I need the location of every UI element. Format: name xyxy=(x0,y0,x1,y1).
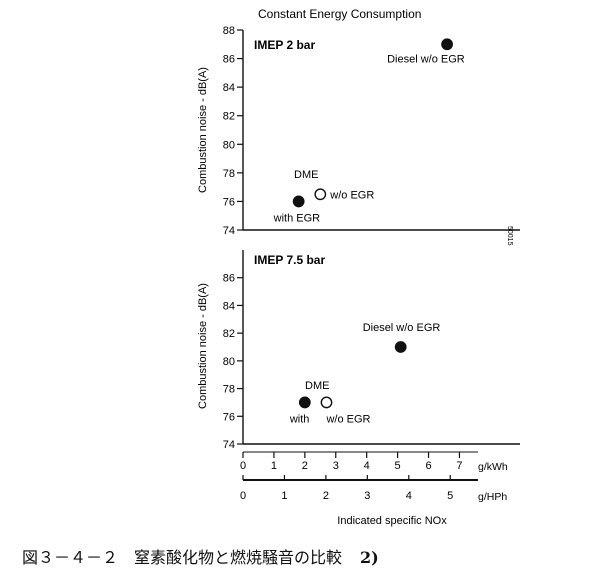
x-tick-label: 0 xyxy=(240,460,246,472)
x-tick-label: 7 xyxy=(456,460,462,472)
y-tick-label: 80 xyxy=(223,356,235,368)
y-tick-label: 82 xyxy=(223,111,235,123)
y-tick-label: 84 xyxy=(223,300,235,312)
data-point-label: w/o EGR xyxy=(329,189,374,201)
panel2-dme-annotation: DME xyxy=(305,380,329,392)
x-axis-block: 0 1 2 3 4 5 6 7 g/kWh 0 1 2 3 4 5 g/HPh Indicated sp… xyxy=(240,451,508,527)
data-point xyxy=(292,195,305,208)
y-tick-label: 86 xyxy=(223,54,235,66)
panel-imep-2bar: 74 76 78 80 82 84 86 88 IMEP 2 bar Combustion n… xyxy=(197,25,520,246)
panel2-y-ticks: 74 76 78 80 82 84 86 xyxy=(223,273,243,451)
data-point xyxy=(314,188,327,201)
data-point-label: Diesel w/o EGR xyxy=(363,322,441,334)
x-tick-label: 3 xyxy=(333,460,339,472)
data-point-label: Diesel w/o EGR xyxy=(387,53,465,65)
plot-code: 50015 xyxy=(506,226,513,246)
y-tick-label: 86 xyxy=(223,273,235,285)
nox-noise-figure: Constant Energy Consumption 747678808284… xyxy=(197,7,520,527)
data-point xyxy=(298,396,311,409)
x-tick-label: 3 xyxy=(364,490,370,502)
panel2-y-axis-label: Combustion noise - dB(A) xyxy=(197,283,209,409)
x-tick-label: 1 xyxy=(271,460,277,472)
panel1-y-ticks: 74 76 78 80 82 84 86 88 xyxy=(223,25,243,237)
y-tick-label: 78 xyxy=(223,384,235,396)
data-point xyxy=(320,396,333,409)
x-tick-label: 2 xyxy=(323,490,329,502)
y-tick-label: 80 xyxy=(223,139,235,151)
y-tick-label: 88 xyxy=(223,25,235,37)
data-point xyxy=(441,38,453,51)
x-ticks-hph: 0 1 2 3 4 5 xyxy=(240,475,453,502)
data-point-label: with EGR xyxy=(273,212,321,224)
x-tick-label: 1 xyxy=(281,490,287,502)
x-tick-label: 2 xyxy=(302,460,308,472)
x-tick-label: 6 xyxy=(425,460,431,472)
figure-title: Constant Energy Consumption xyxy=(258,7,421,21)
panel1-y-axis-label: Combustion noise - dB(A) xyxy=(197,67,209,193)
panel-imep-7-5bar: 74 76 78 80 82 84 86 IMEP 7.5 bar Combustion n… xyxy=(197,250,520,451)
x-ticks-kwh: 0 1 2 3 4 5 6 7 xyxy=(240,452,463,472)
panel1-points: Diesel w/o EGR w/o EGR with EGR xyxy=(273,38,465,224)
panel1-dme-annotation: DME xyxy=(294,169,318,181)
y-tick-label: 74 xyxy=(223,225,235,237)
x-axis-label: Indicated specific NOx xyxy=(337,515,447,527)
data-point-label: w/o EGR xyxy=(325,413,370,425)
y-tick-label: 84 xyxy=(223,82,235,94)
caption-text: 図３－４－２ 窒素酸化物と燃焼騒音の比較 xyxy=(22,548,343,567)
data-point xyxy=(394,341,407,353)
x-unit-hph: g/HPh xyxy=(478,491,507,503)
panel2-points: Diesel w/o EGR with w/o EGR xyxy=(289,322,441,425)
panel1-title: IMEP 2 bar xyxy=(254,38,315,52)
x-tick-label: 0 xyxy=(240,490,246,502)
y-tick-label: 76 xyxy=(223,411,235,423)
data-point-label: with xyxy=(289,413,310,425)
figure-caption: 図３－４－２ 窒素酸化物と燃焼騒音の比較 2) xyxy=(22,544,379,568)
x-tick-label: 5 xyxy=(447,490,453,502)
x-tick-label: 4 xyxy=(406,490,412,502)
y-tick-label: 76 xyxy=(223,196,235,208)
y-tick-label: 82 xyxy=(223,328,235,340)
caption-reference: 2) xyxy=(360,548,379,567)
x-unit-kwh: g/kWh xyxy=(478,461,508,473)
x-tick-label: 4 xyxy=(364,460,370,472)
y-tick-label: 78 xyxy=(223,168,235,180)
panel2-title: IMEP 7.5 bar xyxy=(254,253,325,267)
x-tick-label: 5 xyxy=(395,460,401,472)
y-tick-label: 74 xyxy=(223,439,235,451)
